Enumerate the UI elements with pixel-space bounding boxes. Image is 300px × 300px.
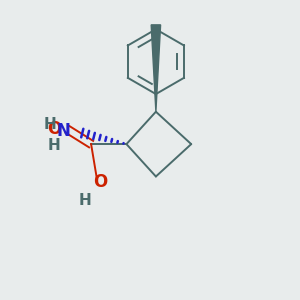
- Text: H: H: [44, 118, 56, 133]
- Text: H: H: [48, 138, 61, 153]
- Text: H: H: [79, 193, 92, 208]
- Polygon shape: [151, 25, 160, 112]
- Text: O: O: [93, 173, 108, 191]
- Text: O: O: [47, 120, 62, 138]
- Text: N: N: [56, 122, 70, 140]
